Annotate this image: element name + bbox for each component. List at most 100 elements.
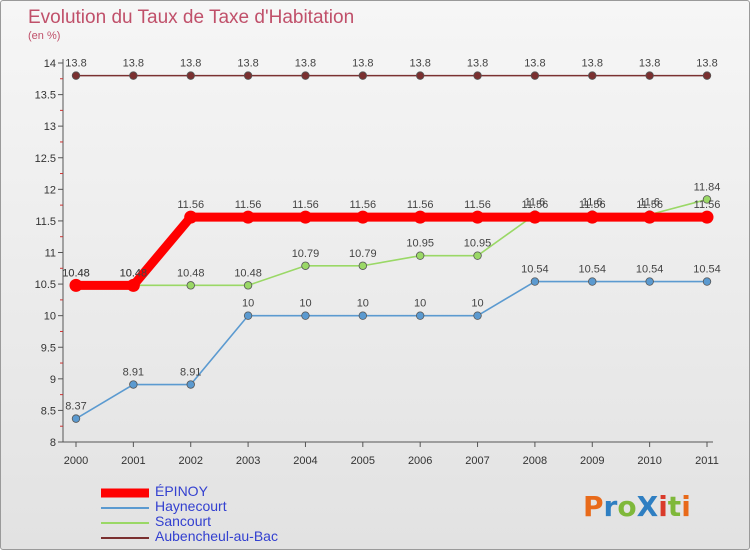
data-label-aubencheul-au-bac: 13.8 — [582, 58, 603, 70]
data-label-aubencheul-au-bac: 13.8 — [295, 58, 316, 70]
data-label-haynecourt: 10 — [357, 298, 369, 310]
data-label--pinoy: 11.56 — [235, 199, 262, 211]
y-tick-label: 10 — [44, 311, 56, 323]
data-point-aubencheul-au-bac — [645, 71, 654, 80]
y-tick-label: 8 — [50, 437, 56, 449]
data-point--pinoy — [356, 210, 370, 224]
data-point-sancourt — [702, 195, 712, 204]
data-label--pinoy: 11.56 — [349, 199, 376, 211]
data-label--pinoy: 11.56 — [464, 199, 491, 211]
logo-letter: P — [583, 490, 604, 523]
data-label-haynecourt: 8.91 — [123, 367, 144, 379]
data-point--pinoy — [69, 278, 83, 292]
data-label-sancourt: 10.79 — [349, 248, 377, 260]
data-label--pinoy: 11.56 — [636, 199, 663, 211]
data-point-haynecourt — [415, 311, 425, 320]
logo-letter: i — [681, 490, 691, 523]
data-label-haynecourt: 10 — [414, 298, 426, 310]
data-point--pinoy — [471, 210, 485, 224]
y-tick-label: 11.5 — [35, 216, 56, 228]
data-point-sancourt — [186, 281, 195, 290]
data-point--pinoy — [184, 210, 198, 224]
data-label-sancourt: 11.84 — [694, 181, 721, 193]
data-point-aubencheul-au-bac — [530, 71, 540, 80]
data-label--pinoy: 11.56 — [177, 199, 204, 211]
data-label-haynecourt: 10.54 — [521, 264, 549, 276]
data-label--pinoy: 10.48 — [62, 267, 90, 279]
data-label-sancourt: 10.95 — [464, 238, 492, 250]
data-label-aubencheul-au-bac: 13.8 — [639, 58, 660, 70]
data-label-haynecourt: 10.54 — [693, 264, 721, 276]
data-point-haynecourt — [530, 277, 540, 286]
data-label-sancourt: 11.6 — [639, 197, 660, 209]
x-tick-label: 2011 — [695, 455, 719, 467]
data-point-aubencheul-au-bac — [358, 71, 368, 80]
x-tick-label: 2008 — [523, 455, 547, 467]
data-label--pinoy: 11.56 — [292, 199, 319, 211]
data-label-sancourt: 11.6 — [582, 197, 603, 209]
data-point--pinoy — [241, 210, 255, 224]
data-label-aubencheul-au-bac: 13.8 — [352, 58, 373, 70]
x-tick-label: 2000 — [64, 455, 88, 467]
data-point-sancourt — [243, 281, 253, 290]
data-label-aubencheul-au-bac: 13.8 — [65, 58, 86, 70]
y-tick-label: 10.5 — [35, 279, 56, 291]
data-point-haynecourt — [129, 380, 138, 389]
data-point-haynecourt — [186, 380, 195, 389]
data-point-haynecourt — [702, 277, 712, 286]
data-label--pinoy: 10.48 — [120, 267, 148, 279]
data-label-haynecourt: 8.37 — [65, 401, 86, 413]
y-tick-label: 9 — [50, 374, 56, 386]
logo-letter: o — [617, 490, 637, 523]
x-tick-label: 2009 — [580, 455, 604, 467]
legend-label-haynecourt: Haynecourt — [155, 498, 227, 514]
logo-letter: X — [636, 490, 659, 523]
data-label-haynecourt: 10.54 — [636, 264, 664, 276]
x-tick-label: 2010 — [637, 455, 661, 467]
y-tick-label: 14 — [44, 58, 56, 70]
y-tick-label: 12 — [44, 184, 56, 196]
legend-swatch-sancourt — [101, 521, 149, 524]
data-label-sancourt: 11.6 — [525, 197, 546, 209]
data-label-haynecourt: 10.54 — [579, 264, 607, 276]
data-label-haynecourt: 10 — [471, 298, 483, 310]
logo-letter: r — [603, 490, 618, 523]
data-label-haynecourt: 8.91 — [180, 367, 201, 379]
data-point--pinoy — [298, 210, 312, 224]
legend-swatch-haynecourt — [101, 506, 149, 509]
data-label-sancourt: 10.48 — [234, 267, 262, 279]
y-tick-label: 13 — [44, 121, 56, 133]
data-point--pinoy — [700, 210, 714, 224]
x-tick-label: 2004 — [293, 455, 317, 467]
data-label-aubencheul-au-bac: 13.8 — [524, 58, 545, 70]
data-point-aubencheul-au-bac — [243, 71, 253, 80]
y-tick-label: 11 — [45, 248, 56, 260]
data-point-haynecourt — [243, 311, 253, 320]
data-point--pinoy — [413, 210, 427, 224]
data-label--pinoy: 11.56 — [522, 199, 549, 211]
proxiti-logo[interactable]: ProXiti — [583, 490, 691, 523]
data-label-sancourt: 10.48 — [177, 267, 205, 279]
x-tick-label: 2007 — [465, 455, 489, 467]
series-line--pinoy — [71, 212, 712, 290]
y-tick-label: 9.5 — [41, 342, 56, 354]
data-label-sancourt: 10.79 — [292, 248, 320, 260]
chart-title: Evolution du Taux de Taxe d'Habitation — [28, 7, 355, 28]
x-tick-label: 2005 — [351, 455, 375, 467]
x-tick-label: 2003 — [236, 455, 260, 467]
data-label--pinoy: 11.56 — [579, 199, 606, 211]
data-point-haynecourt — [301, 311, 310, 320]
data-point-aubencheul-au-bac — [588, 71, 597, 80]
data-point-aubencheul-au-bac — [415, 71, 425, 80]
data-point-aubencheul-au-bac — [473, 71, 482, 80]
data-point-aubencheul-au-bac — [129, 71, 138, 80]
data-point--pinoy — [528, 210, 542, 224]
series-line-haynecourt — [75, 280, 708, 420]
legend-label-epinoy: ÉPINOY — [155, 483, 208, 499]
data-label-aubencheul-au-bac: 13.8 — [467, 58, 488, 70]
data-point--pinoy — [126, 278, 140, 292]
logo-letter: i — [658, 490, 668, 523]
data-point--pinoy — [643, 210, 657, 224]
